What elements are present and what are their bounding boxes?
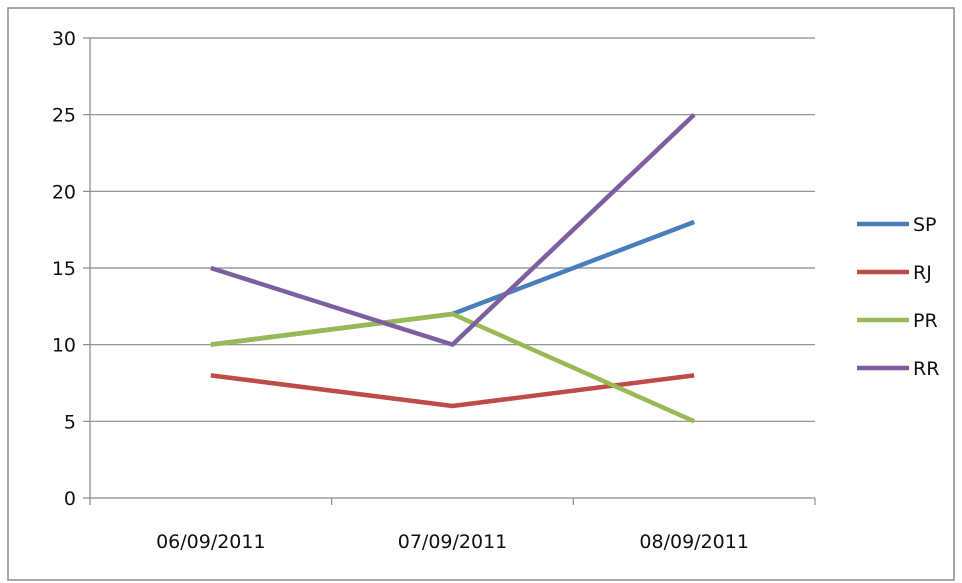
chart-border — [7, 7, 955, 581]
legend-label: RR — [913, 358, 939, 380]
y-tick-label: 25 — [52, 105, 76, 127]
legend-label: SP — [913, 214, 937, 236]
legend: SP RJ PR RR — [857, 214, 939, 380]
y-tick-label: 5 — [64, 411, 76, 433]
y-tick-label: 0 — [64, 488, 76, 510]
y-tick-label: 10 — [52, 335, 76, 357]
x-tick-label: 07/09/2011 — [398, 531, 508, 553]
series-line-rr — [210, 113, 696, 347]
x-tick-label: 06/09/2011 — [156, 531, 266, 553]
y-tick-label: 20 — [52, 181, 76, 203]
legend-label: RJ — [913, 262, 932, 284]
legend-label: PR — [913, 310, 938, 332]
x-tick-label: 08/09/2011 — [639, 531, 749, 553]
y-tick-label: 30 — [52, 28, 76, 50]
axes: 0 5 10 15 20 25 30 06/09/2011 07/09/2011 08/09/20… — [52, 28, 816, 553]
y-tick-label: 15 — [52, 258, 76, 280]
series-lines — [210, 113, 696, 424]
series-line-pr — [210, 311, 696, 424]
